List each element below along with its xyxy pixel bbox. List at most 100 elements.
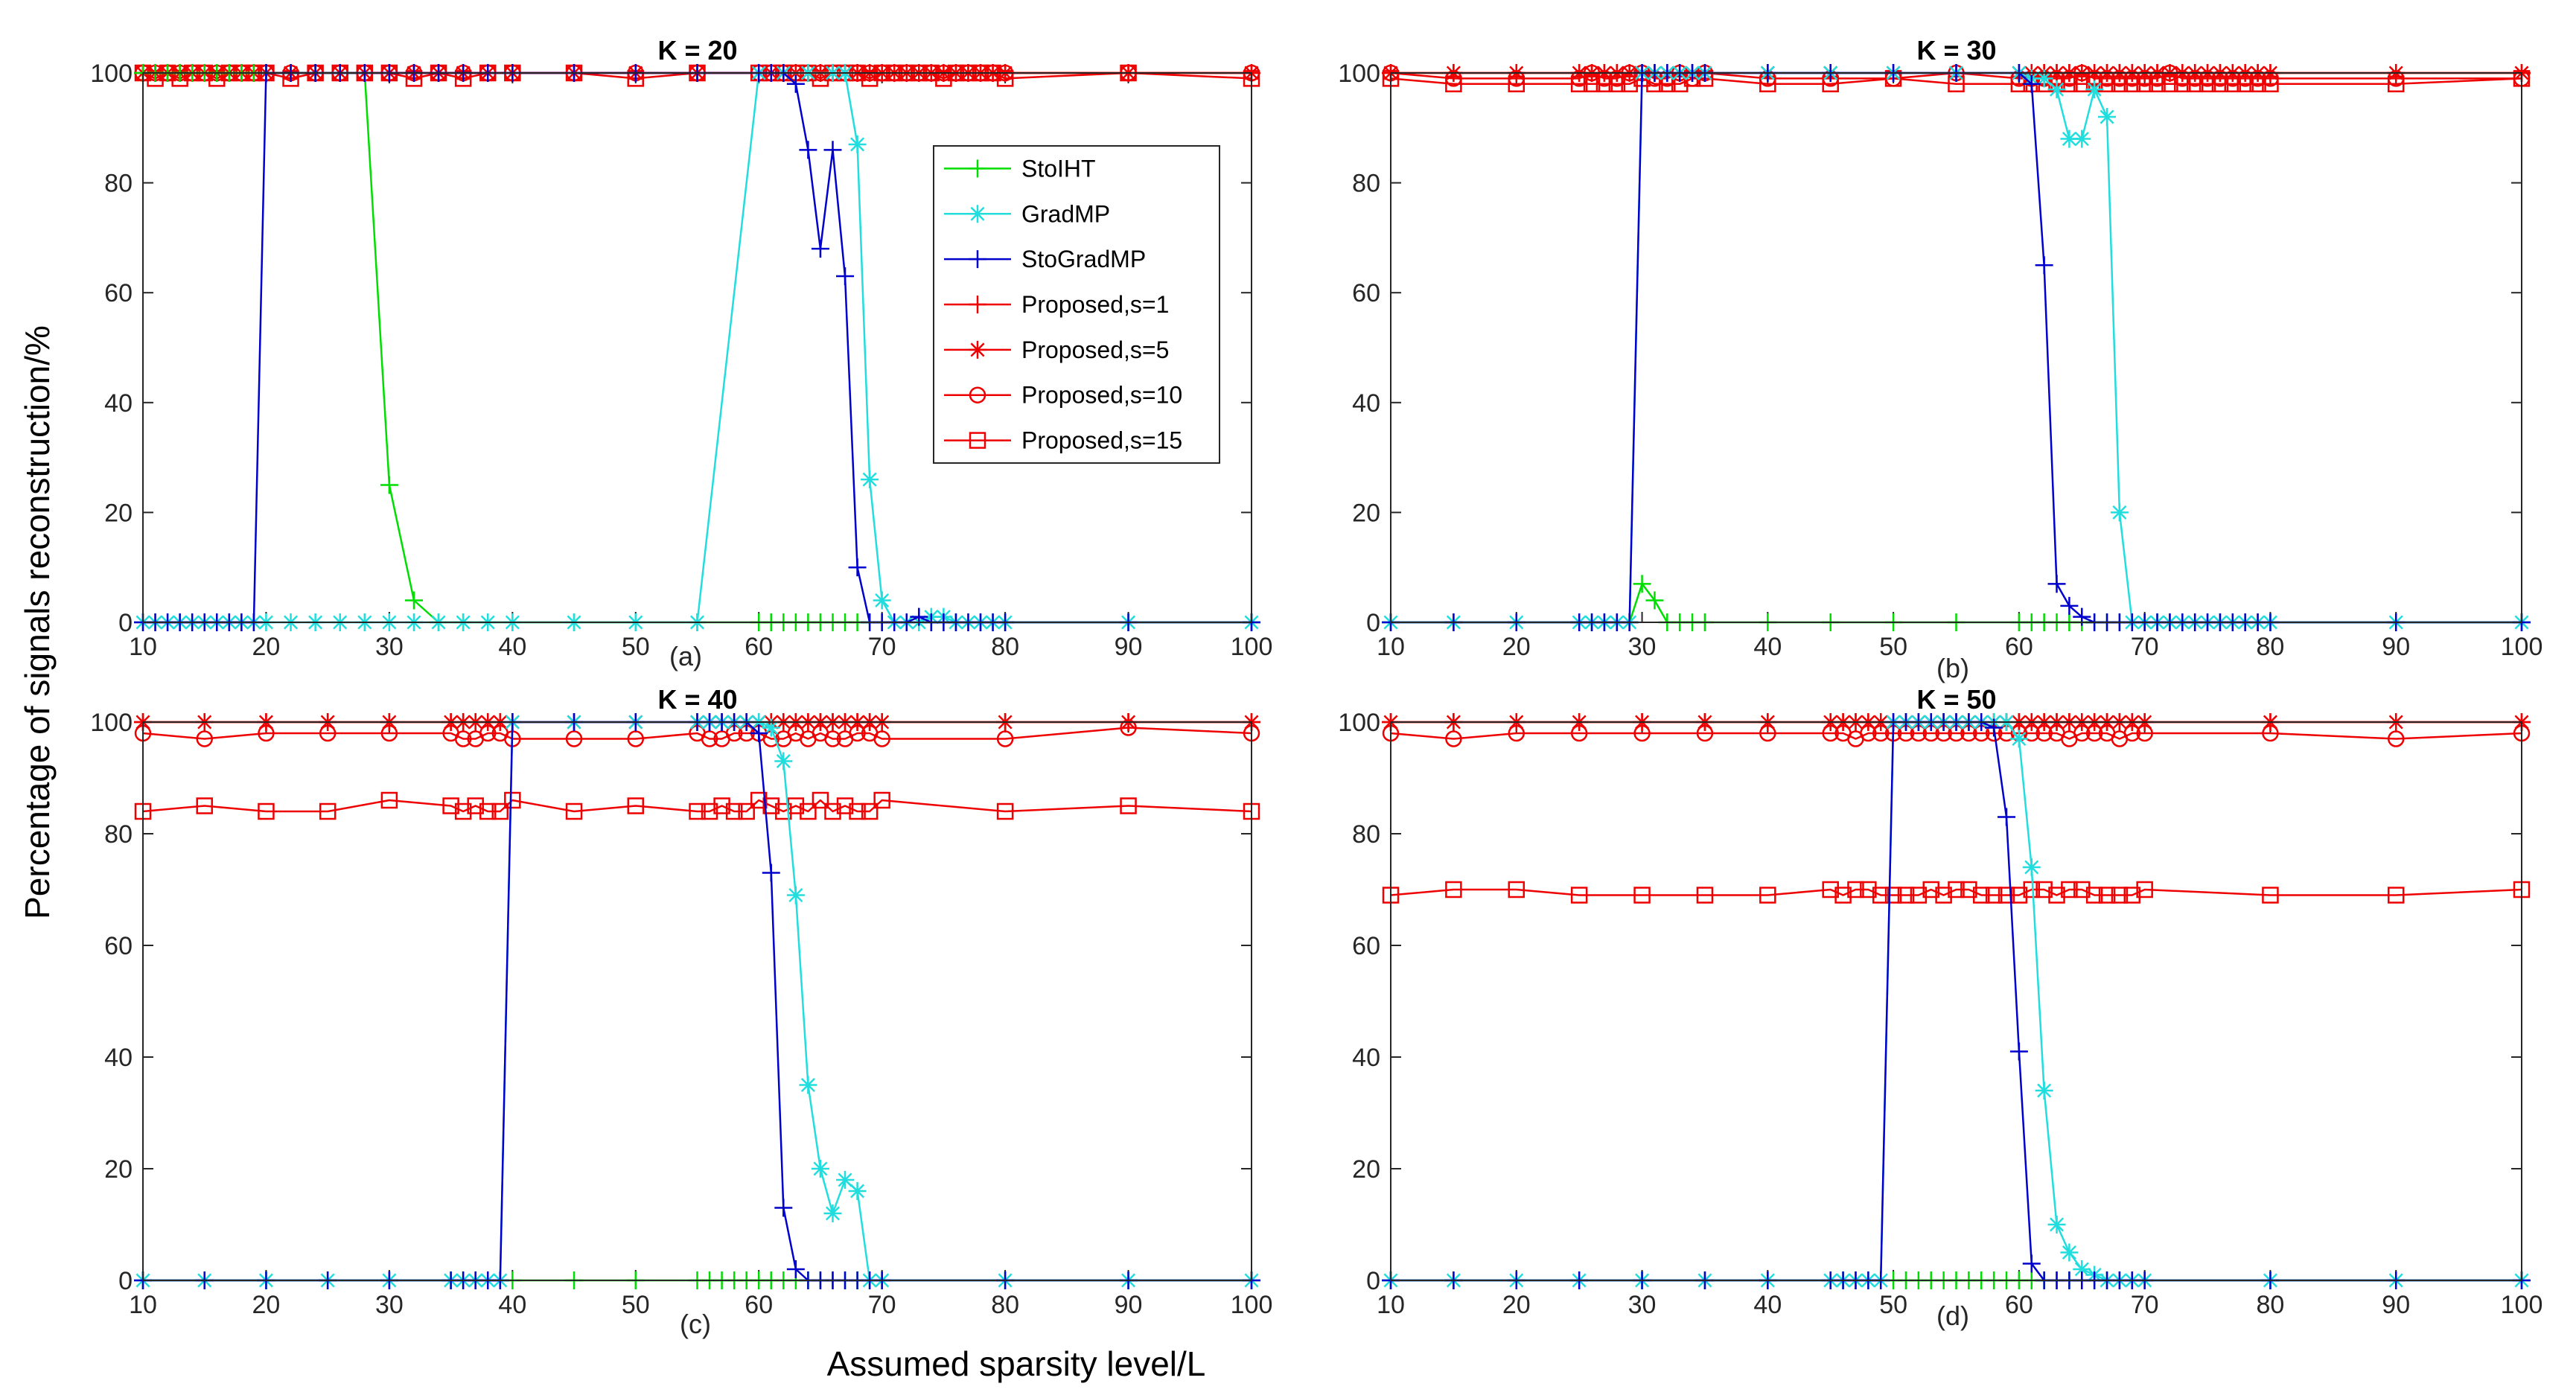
- legend-marker: [969, 159, 986, 178]
- panel-title: K = 50: [1916, 684, 1996, 715]
- x-tick-label: 90: [2382, 633, 2410, 661]
- data-point: [196, 730, 213, 747]
- data-point: [1834, 887, 1852, 904]
- y-tick-label: 80: [104, 820, 133, 849]
- x-tick-label: 100: [2501, 1291, 2543, 1319]
- data-point: [873, 791, 890, 809]
- y-tick-label: 60: [1352, 279, 1380, 307]
- series-proposed-s-15: [134, 791, 1260, 820]
- data-point: [750, 724, 768, 742]
- data-point: [1998, 887, 2015, 904]
- y-tick-label: 20: [104, 1155, 133, 1184]
- legend-marker: [969, 340, 986, 359]
- x-tick-label: 40: [1753, 1291, 1782, 1319]
- legend-entry: StoGradMP: [944, 246, 1146, 272]
- data-point: [2047, 80, 2066, 99]
- data-point: [2022, 858, 2041, 876]
- data-point: [2035, 256, 2053, 275]
- data-point: [2047, 575, 2066, 593]
- data-point: [1973, 887, 1990, 904]
- data-point: [2123, 887, 2141, 904]
- legend: StoIHT GradMP StoGradMP Proposed,s=1 Propose…: [933, 145, 1220, 464]
- x-tick-label: 100: [2501, 633, 2543, 661]
- x-tick-label: 70: [868, 1291, 896, 1319]
- panel-3: 10 20 30 40 50 60 70 80 90 100 0 20 40 60 80 100 K = 40 (…: [90, 684, 1272, 1339]
- data-point: [2098, 108, 2117, 127]
- y-tick-label: 100: [90, 60, 133, 88]
- y-tick-label: 0: [118, 1267, 133, 1295]
- x-tick-label: 50: [622, 633, 650, 661]
- data-point: [861, 470, 879, 489]
- data-point: [2111, 887, 2129, 904]
- data-point: [996, 802, 1014, 820]
- data-point: [504, 791, 521, 809]
- x-tick-label: 80: [991, 1291, 1019, 1319]
- x-tick-label: 60: [2005, 633, 2033, 661]
- legend-label: StoIHT: [1021, 155, 1096, 182]
- x-tick-label: 40: [1753, 633, 1782, 661]
- x-tick-label: 30: [1628, 633, 1657, 661]
- y-tick-label: 40: [104, 1044, 133, 1072]
- y-tick-label: 80: [1352, 170, 1380, 198]
- x-tick-label: 80: [2257, 1291, 2285, 1319]
- legend-label: Proposed,s=5: [1021, 336, 1169, 363]
- x-tick-label: 10: [129, 633, 157, 661]
- data-point: [812, 791, 829, 809]
- panel-tag: (d): [1936, 1300, 1969, 1331]
- legend-entry: Proposed,s=10: [944, 382, 1182, 409]
- x-tick-label: 80: [2257, 633, 2285, 661]
- data-point: [2085, 887, 2103, 904]
- data-point: [2022, 1254, 2041, 1273]
- plot-area: [1391, 73, 2522, 622]
- data-point: [725, 802, 743, 820]
- data-point: [2387, 887, 2405, 904]
- data-point: [2035, 881, 2053, 899]
- panel-tag: (c): [680, 1309, 711, 1339]
- y-tick-label: 100: [1338, 709, 1380, 737]
- data-point: [786, 74, 805, 93]
- data-point: [2060, 1243, 2079, 1262]
- data-point: [454, 730, 472, 747]
- x-tick-label: 90: [2382, 1291, 2410, 1319]
- data-point: [774, 752, 793, 770]
- data-point: [404, 591, 423, 610]
- x-tick-label: 60: [745, 1291, 773, 1319]
- data-point: [873, 591, 891, 610]
- data-point: [1860, 881, 1877, 899]
- x-tick-label: 50: [1879, 633, 1907, 661]
- data-point: [861, 802, 879, 820]
- data-point: [1570, 887, 1588, 904]
- y-tick-label: 100: [90, 709, 133, 737]
- x-tick-label: 20: [252, 1291, 281, 1319]
- y-tick-label: 40: [1352, 389, 1380, 418]
- x-tick-label: 90: [1115, 1291, 1143, 1319]
- data-point: [848, 558, 867, 577]
- y-tick-label: 0: [1366, 1267, 1380, 1295]
- legend-entry: GradMP: [944, 200, 1110, 227]
- data-point: [1910, 887, 1928, 904]
- series-proposed-s-10: [134, 719, 1260, 747]
- data-point: [848, 1182, 867, 1200]
- data-point: [467, 797, 484, 814]
- axes-frame: [142, 72, 1252, 623]
- data-point: [258, 802, 275, 820]
- x-tick-label: 100: [1231, 633, 1273, 661]
- data-point: [762, 797, 780, 814]
- data-point: [849, 802, 866, 820]
- data-point: [811, 240, 829, 258]
- data-point: [1847, 881, 1864, 899]
- panel-4: 10 20 30 40 50 60 70 80 90 100 0 20 40 60 80 100 K = 50 (…: [1338, 684, 2542, 1331]
- data-point: [2010, 887, 2028, 904]
- legend-marker: [969, 386, 986, 403]
- x-tick-label: 40: [498, 633, 526, 661]
- data-point: [1645, 591, 1664, 610]
- series-line: [142, 799, 1252, 813]
- data-point: [713, 797, 730, 814]
- x-tick-label: 10: [1377, 633, 1405, 661]
- data-point: [2073, 881, 2091, 899]
- x-tick-label: 70: [2131, 1291, 2159, 1319]
- x-tick-label: 50: [1879, 1291, 1907, 1319]
- data-point: [2073, 130, 2091, 148]
- data-point: [824, 730, 841, 747]
- data-point: [565, 802, 583, 820]
